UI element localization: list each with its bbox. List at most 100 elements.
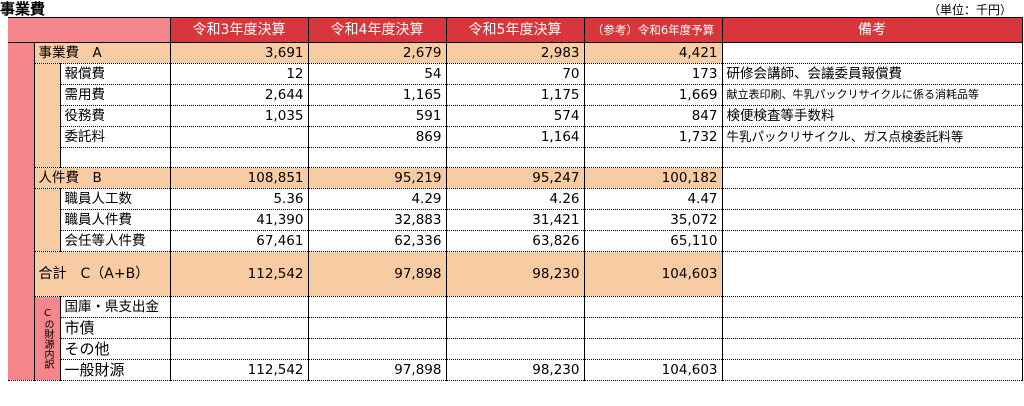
row-label: 職員人工数 <box>60 188 171 210</box>
budget-table: 令和3年度決算 令和4年度決算 令和5年度決算 （参考）令和6年度予算 備考 事… <box>8 17 1023 381</box>
section-b-note <box>722 167 1023 189</box>
table-row: 職員人件費 41,390 32,883 31,421 35,072 <box>8 209 1023 231</box>
cell-value: 1,175 <box>446 84 585 106</box>
row-note: 検便検査等手数料 <box>722 105 1023 127</box>
row-label: 一般財源 <box>60 359 171 381</box>
row-note: 研修会講師、会議委員報償費 <box>722 63 1023 85</box>
cell-value: 112,542 <box>170 359 309 381</box>
table-row: 報償費 12 54 70 173 研修会講師、会議委員報償費 <box>8 63 1023 168</box>
cell-value <box>308 296 447 318</box>
cell-value <box>584 296 723 318</box>
row-note <box>722 317 1023 339</box>
cell-value: 70 <box>446 63 585 85</box>
table-row-empty <box>8 147 1023 168</box>
empty-cell <box>446 147 585 168</box>
row-label: 役務費 <box>60 105 171 127</box>
unit-label: （単位：千円） <box>927 3 1012 17</box>
total-value-4: 104,603 <box>584 251 723 297</box>
cell-value: 1,165 <box>308 84 447 106</box>
section-a-note <box>722 42 1023 64</box>
table-row: 市債 <box>8 317 1023 339</box>
table-row: その他 <box>8 338 1023 360</box>
header-corner <box>8 17 171 43</box>
header-col2: 令和4年度決算 <box>308 17 447 43</box>
row-note <box>722 209 1023 231</box>
table-row: Cの財源内訳 国庫・県支出金 <box>8 296 1023 381</box>
section-a-value-1: 3,691 <box>170 42 309 64</box>
row-note <box>722 230 1023 252</box>
cell-value: 173 <box>584 63 723 85</box>
section-b-value-2: 95,219 <box>308 167 447 189</box>
cell-value: 4.29 <box>308 188 447 210</box>
cell-value: 574 <box>446 105 585 127</box>
cell-value <box>446 317 585 339</box>
total-value-2: 97,898 <box>308 251 447 297</box>
table-header-row: 令和3年度決算 令和4年度決算 令和5年度決算 （参考）令和6年度予算 備考 <box>8 17 1023 43</box>
section-b-label: 人件費 B <box>34 167 171 189</box>
row-note <box>722 296 1023 318</box>
section-a-row: 事業費 A 3,691 2,679 2,983 4,421 <box>8 42 1023 381</box>
table-row: 職員人工数 5.36 4.29 4.26 4.47 <box>8 188 1023 252</box>
cell-value <box>308 338 447 360</box>
section-b-row: 人件費 B 108,851 95,219 95,247 100,182 <box>8 167 1023 189</box>
row-label: その他 <box>60 338 171 360</box>
empty-cell <box>60 147 171 168</box>
section-b-value-1: 108,851 <box>170 167 309 189</box>
cell-value: 63,826 <box>446 230 585 252</box>
cell-value <box>308 317 447 339</box>
row-label: 市債 <box>60 317 171 339</box>
cell-value: 98,230 <box>446 359 585 381</box>
cell-value: 65,110 <box>584 230 723 252</box>
section-b-value-3: 95,247 <box>446 167 585 189</box>
cell-value: 54 <box>308 63 447 85</box>
cell-value <box>446 296 585 318</box>
section-a-value-3: 2,983 <box>446 42 585 64</box>
header-col3: 令和5年度決算 <box>446 17 585 43</box>
left-margin <box>8 42 35 381</box>
cell-value: 869 <box>308 126 447 148</box>
row-label: 国庫・県支出金 <box>60 296 171 318</box>
header-col4: （参考）令和6年度予算 <box>584 17 723 43</box>
cell-value <box>170 126 309 148</box>
total-note <box>722 251 1023 297</box>
table-row: 会任等人件費 67,461 62,336 63,826 65,110 <box>8 230 1023 252</box>
section-b-value-4: 100,182 <box>584 167 723 189</box>
section-a-label: 事業費 A <box>34 42 171 64</box>
cell-value: 591 <box>308 105 447 127</box>
cell-value: 32,883 <box>308 209 447 231</box>
empty-cell <box>170 147 309 168</box>
row-label: 職員人件費 <box>60 209 171 231</box>
cell-value: 41,390 <box>170 209 309 231</box>
section-a-value-4: 4,421 <box>584 42 723 64</box>
table-row: 委託料 869 1,164 1,732 牛乳パックリサイクル、ガス点検委託料等 <box>8 126 1023 148</box>
table-row: 役務費 1,035 591 574 847 検便検査等手数料 <box>8 105 1023 127</box>
cell-value <box>170 317 309 339</box>
section-b-indent <box>34 188 61 252</box>
row-label: 需用費 <box>60 84 171 106</box>
total-label: 合計 C（A+B） <box>34 251 171 297</box>
cell-value: 1,669 <box>584 84 723 106</box>
header-notes: 備考 <box>722 17 1023 43</box>
cell-value: 31,421 <box>446 209 585 231</box>
empty-cell <box>584 147 723 168</box>
cell-value: 1,164 <box>446 126 585 148</box>
funding-side-label: Cの財源内訳 <box>34 296 61 381</box>
row-note: 献立表印刷、牛乳パックリサイクルに係る消耗品等 <box>722 84 1023 106</box>
cell-value: 847 <box>584 105 723 127</box>
total-row: 合計 C（A+B） 112,542 97,898 98,230 104,603 <box>8 251 1023 297</box>
cell-value: 4.26 <box>446 188 585 210</box>
empty-cell <box>722 147 1023 168</box>
cell-value <box>170 296 309 318</box>
row-note <box>722 359 1023 381</box>
cell-value: 4.47 <box>584 188 723 210</box>
cell-value: 104,603 <box>584 359 723 381</box>
cell-value: 67,461 <box>170 230 309 252</box>
row-note <box>722 338 1023 360</box>
total-value-1: 112,542 <box>170 251 309 297</box>
cell-value: 97,898 <box>308 359 447 381</box>
cell-value <box>446 338 585 360</box>
cell-value <box>584 338 723 360</box>
cell-value: 62,336 <box>308 230 447 252</box>
cell-value: 1,732 <box>584 126 723 148</box>
table-row: 一般財源 112,542 97,898 98,230 104,603 <box>8 359 1023 381</box>
